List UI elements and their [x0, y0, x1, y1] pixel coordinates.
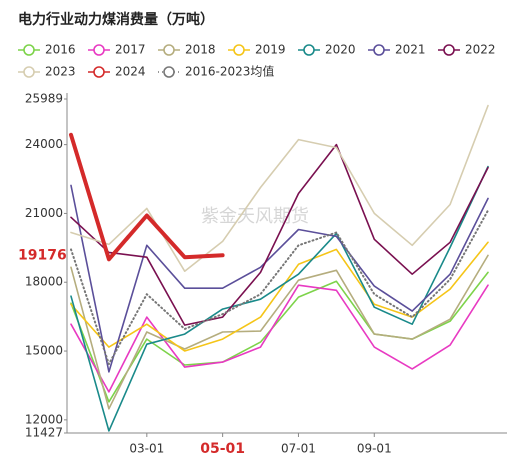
legend-label: 2023: [45, 65, 76, 79]
series-line: [70, 104, 489, 272]
legend-label: 2024: [115, 65, 146, 79]
legend-marker: [303, 44, 315, 56]
series-line: [70, 209, 489, 366]
legend-marker: [163, 66, 175, 78]
series-line: [70, 143, 489, 326]
series-line: [69, 132, 225, 262]
series-line: [70, 184, 489, 373]
y-tick-label: 21000: [25, 206, 63, 220]
legend-label: 2022: [465, 43, 496, 57]
legend-label: 2017: [115, 43, 146, 57]
legend-marker: [163, 44, 175, 56]
watermark: 紫金天风期货: [201, 206, 309, 227]
legend-label: 2018: [185, 43, 216, 57]
series-line: [70, 165, 489, 432]
legend-label: 2016-2023均值: [185, 64, 274, 79]
y-tick-label: 12000: [25, 412, 63, 426]
x-tick-label: 05-01: [200, 441, 245, 457]
y-tick-label: 18000: [25, 275, 63, 289]
y-tick-label: 24000: [25, 137, 63, 151]
y-tick-label: 25989: [25, 92, 63, 106]
legend-label: 2016: [45, 43, 76, 57]
x-tick-label: 09-01: [357, 442, 392, 456]
current-value-label: 19176: [18, 247, 67, 263]
legend-marker: [443, 44, 455, 56]
series-line: [70, 254, 489, 410]
y-tick-label: 15000: [25, 344, 63, 358]
legend-marker: [93, 44, 105, 56]
legend-marker: [373, 44, 385, 56]
legend-label: 2019: [255, 43, 286, 57]
legend-marker: [233, 44, 245, 56]
y-tick-label: 11427: [25, 426, 63, 440]
legend-label: 2021: [395, 43, 426, 57]
legend-marker: [23, 66, 35, 78]
series-line: [70, 284, 489, 393]
legend-marker: [93, 66, 105, 78]
chart-title: 电力行业动力煤消费量（万吨）: [18, 11, 214, 28]
x-tick-label: 07-01: [281, 442, 316, 456]
legend-label: 2020: [325, 43, 356, 57]
legend-marker: [23, 44, 35, 56]
x-tick-label: 03-01: [129, 442, 164, 456]
